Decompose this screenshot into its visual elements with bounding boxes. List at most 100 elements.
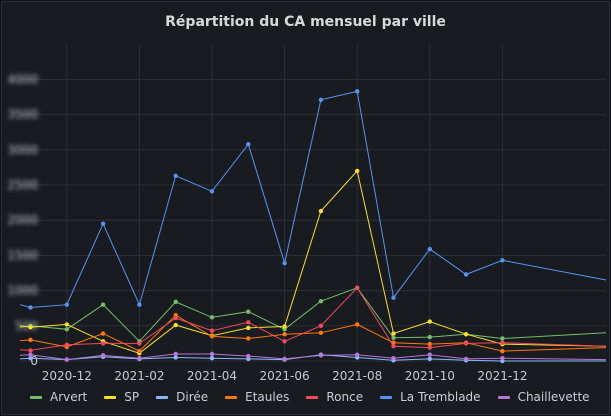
data-point	[318, 298, 324, 304]
data-point	[318, 97, 324, 103]
data-point	[427, 341, 432, 347]
legend-swatch	[225, 395, 238, 399]
data-point	[100, 221, 106, 226]
x-tick-label: 2021-08	[332, 369, 382, 383]
legend-label: Arvert	[50, 390, 88, 404]
y-tick-label: 0	[30, 354, 38, 368]
legend-label: Dirée	[176, 390, 209, 404]
x-tick-label: 2021-06	[260, 369, 310, 383]
data-point	[427, 334, 432, 340]
series-etaules	[19, 313, 607, 354]
data-point	[209, 328, 215, 333]
data-point	[64, 327, 70, 332]
legend-label: Ronce	[326, 390, 364, 404]
series-la-tremblade	[19, 89, 607, 310]
data-point	[137, 302, 142, 307]
x-tick-label: 2020-12	[42, 369, 92, 383]
legend-item[interactable]: La Tremblade	[380, 390, 481, 404]
data-point	[64, 342, 70, 348]
series-dirée	[19, 352, 606, 364]
data-point	[463, 272, 469, 277]
legend-swatch	[104, 395, 117, 399]
legend-item[interactable]: SP	[104, 390, 139, 404]
data-point	[282, 332, 287, 337]
x-tick-label: 2021-02	[114, 369, 164, 383]
legend-item[interactable]: Arvert	[30, 390, 87, 404]
x-tick-label: 2021-10	[405, 369, 455, 383]
series-line	[19, 353, 607, 361]
legend-item[interactable]: Etaules	[225, 390, 289, 404]
chart-legend: Arvert SP Dirée Etaules Ronce La Tremblade Cha…	[30, 388, 607, 406]
data-point	[282, 339, 287, 344]
data-point	[137, 341, 142, 346]
legend-label: Etaules	[245, 390, 290, 404]
x-tick-label: 2021-04	[187, 369, 237, 383]
legend-item[interactable]: Dirée	[156, 390, 208, 404]
data-point	[463, 356, 469, 362]
data-point	[355, 89, 360, 94]
data-point	[500, 258, 505, 263]
data-point	[318, 330, 324, 336]
data-point	[427, 246, 432, 252]
data-point	[64, 322, 70, 327]
series-line	[19, 286, 607, 351]
data-point	[355, 322, 360, 327]
legend-swatch	[380, 395, 393, 399]
data-point	[391, 335, 396, 340]
data-point	[209, 351, 215, 357]
grid	[20, 45, 606, 362]
data-point	[209, 355, 215, 361]
data-point	[173, 322, 178, 328]
data-point	[355, 352, 360, 357]
legend-item[interactable]: Ronce	[306, 390, 363, 404]
series-sp	[19, 168, 607, 356]
data-point	[100, 341, 106, 346]
data-point	[391, 295, 396, 300]
data-point	[137, 348, 142, 354]
data-point	[318, 353, 324, 358]
data-point	[500, 355, 505, 361]
panel-title: Répartition du CA mensuel par ville	[165, 14, 446, 30]
legend-label: Chaillevette	[517, 390, 590, 404]
y-tick-label: 2000	[7, 213, 38, 227]
data-point	[391, 355, 396, 361]
data-point	[137, 355, 142, 361]
legend-item[interactable]: Chaillevette	[497, 390, 590, 404]
series-line	[19, 169, 607, 354]
x-tick-label: 2021-12	[477, 369, 527, 383]
series-line	[19, 354, 606, 362]
data-point	[173, 299, 178, 305]
data-point	[427, 319, 432, 324]
data-point	[355, 168, 360, 174]
data-point	[100, 353, 106, 358]
data-point	[318, 323, 324, 328]
legend-swatch	[306, 395, 319, 399]
legend-swatch	[30, 395, 42, 399]
data-point	[28, 352, 33, 357]
data-point	[100, 302, 106, 307]
y-tick-label: 2500	[7, 178, 38, 192]
y-tick-label: 500	[15, 319, 38, 333]
y-tick-label: 1000	[7, 284, 38, 298]
y-tick-label: 3000	[7, 143, 38, 157]
data-point	[173, 315, 178, 321]
y-tick-label: 4000	[7, 72, 38, 86]
data-point	[173, 173, 178, 179]
data-point	[246, 336, 251, 341]
data-point	[100, 331, 106, 336]
data-point	[355, 285, 360, 290]
data-point	[173, 351, 178, 357]
data-point	[64, 302, 70, 307]
data-point	[427, 356, 432, 362]
data-point	[28, 325, 33, 330]
data-point	[282, 356, 287, 362]
data-point	[391, 344, 396, 349]
legend-label: La Tremblade	[400, 390, 481, 404]
data-point	[209, 334, 215, 339]
data-point	[246, 320, 251, 325]
data-point	[64, 357, 70, 362]
data-point	[500, 336, 505, 341]
data-point	[246, 141, 251, 147]
data-point	[500, 348, 505, 354]
